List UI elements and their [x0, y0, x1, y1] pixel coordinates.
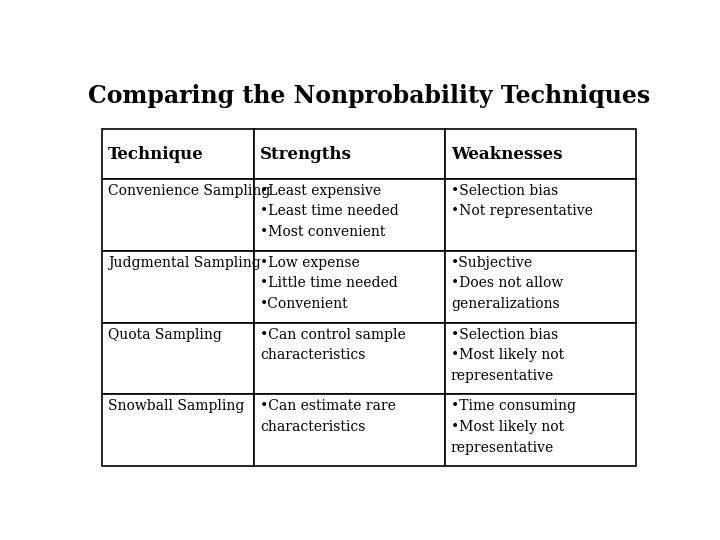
- Text: •Selection bias
•Not representative: •Selection bias •Not representative: [451, 184, 593, 219]
- Text: Quota Sampling: Quota Sampling: [108, 328, 222, 342]
- Bar: [102, 129, 254, 179]
- Bar: [254, 394, 445, 467]
- Bar: [254, 251, 445, 322]
- Text: •Can control sample
characteristics: •Can control sample characteristics: [260, 328, 405, 362]
- Bar: [254, 322, 445, 394]
- Bar: [254, 179, 445, 251]
- Text: Snowball Sampling: Snowball Sampling: [108, 400, 244, 414]
- Bar: [102, 394, 254, 467]
- Text: •Subjective
•Does not allow
generalizations: •Subjective •Does not allow generalizati…: [451, 256, 563, 311]
- Text: •Time consuming
•Most likely not
representative: •Time consuming •Most likely not represe…: [451, 400, 576, 455]
- Text: Technique: Technique: [108, 146, 204, 163]
- Text: Comparing the Nonprobability Techniques: Comparing the Nonprobability Techniques: [88, 84, 650, 107]
- Bar: [445, 179, 636, 251]
- Bar: [102, 179, 254, 251]
- Text: Convenience Sampling: Convenience Sampling: [108, 184, 270, 198]
- Text: Weaknesses: Weaknesses: [451, 146, 562, 163]
- Bar: [102, 322, 254, 394]
- Text: •Can estimate rare
characteristics: •Can estimate rare characteristics: [260, 400, 396, 434]
- Bar: [445, 129, 636, 179]
- Bar: [445, 251, 636, 322]
- Text: •Least expensive
•Least time needed
•Most convenient: •Least expensive •Least time needed •Mos…: [260, 184, 399, 239]
- Bar: [102, 251, 254, 322]
- Bar: [254, 129, 445, 179]
- Bar: [445, 322, 636, 394]
- Text: •Low expense
•Little time needed
•Convenient: •Low expense •Little time needed •Conven…: [260, 256, 397, 311]
- Text: •Selection bias
•Most likely not
representative: •Selection bias •Most likely not represe…: [451, 328, 564, 383]
- Text: Judgmental Sampling: Judgmental Sampling: [108, 256, 261, 269]
- Bar: [445, 394, 636, 467]
- Text: Strengths: Strengths: [260, 146, 352, 163]
